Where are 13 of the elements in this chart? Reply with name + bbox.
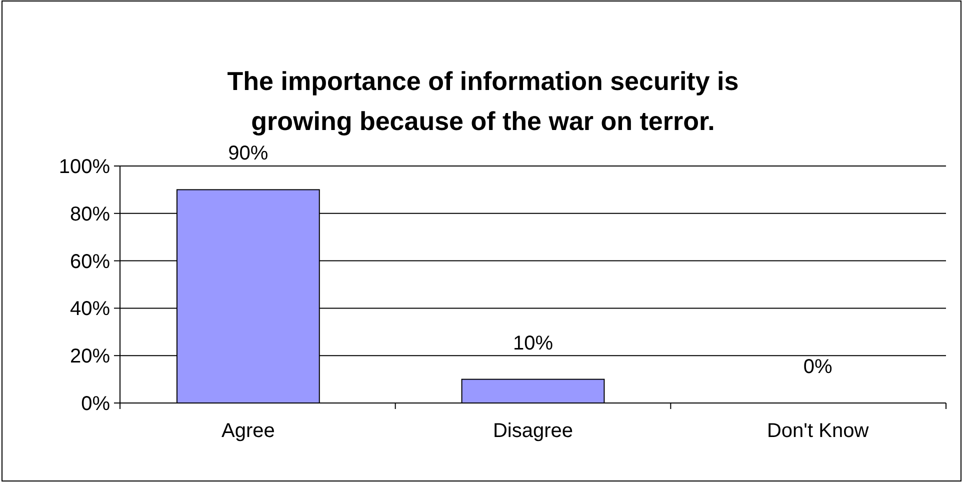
y-tick-label: 0%	[81, 393, 110, 415]
data-label: 0%	[803, 356, 832, 378]
data-label: 90%	[228, 142, 268, 165]
chart-title: The importance of information security is growing because of the war on terror.	[227, 66, 739, 136]
y-tick-label: 60%	[70, 250, 110, 273]
y-tick-label: 80%	[70, 203, 110, 226]
y-tick-label: 40%	[70, 298, 110, 320]
y-tick-label: 100%	[58, 156, 110, 178]
y-tick-label: 20%	[70, 346, 110, 368]
x-tick-label: Agree	[221, 420, 275, 442]
x-tick-label: Disagree	[492, 420, 574, 442]
data-label: 10%	[512, 332, 554, 354]
x-tick-label: Don't Know	[767, 420, 870, 442]
